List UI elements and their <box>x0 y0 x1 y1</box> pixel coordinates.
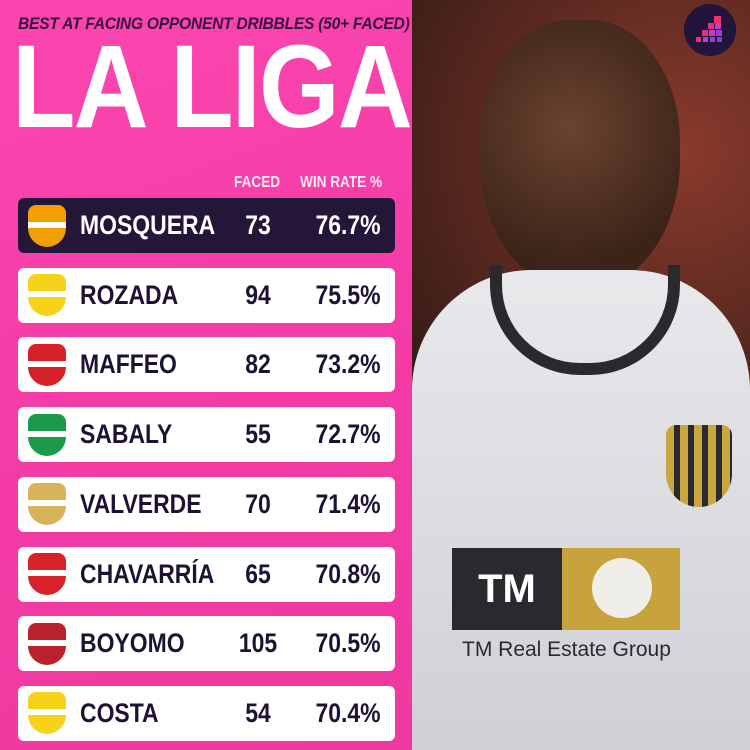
win-rate-value: 73.2% <box>315 349 381 380</box>
win-rate-value: 72.7% <box>315 419 381 450</box>
table-row: MAFFEO 82 73.2% <box>18 337 395 393</box>
column-header-win-rate: WIN RATE % <box>300 174 383 191</box>
player-name: CHAVARRÍA <box>80 558 215 589</box>
player-name: COSTA <box>80 697 159 728</box>
table-row: COSTA 54 70.4% <box>18 685 395 741</box>
win-rate-value: 70.4% <box>315 697 381 728</box>
table-row: CHAVARRÍA 65 70.8% <box>18 546 395 602</box>
table-row: VALVERDE 70 71.4% <box>18 476 395 532</box>
table-row: BOYOMO 105 70.5% <box>18 616 395 672</box>
win-rate-value: 70.8% <box>315 558 381 589</box>
win-rate-value: 76.7% <box>315 210 381 240</box>
table-row: ROZADA 94 75.5% <box>18 267 395 323</box>
sponsor-logo: TM <box>452 548 680 630</box>
mallorca-crest-icon <box>28 343 66 386</box>
player-name: BOYOMO <box>80 628 185 659</box>
las-palmas-crest-icon <box>28 274 66 317</box>
faced-value: 94 <box>245 279 271 310</box>
rayo-vallecano-crest-icon <box>28 553 66 595</box>
table-row: MOSQUERA 73 76.7% <box>18 198 395 253</box>
faced-value: 54 <box>245 697 271 728</box>
villarreal-crest-icon <box>28 692 66 735</box>
real-betis-crest-icon <box>28 413 66 456</box>
player-name: VALVERDE <box>80 488 202 519</box>
subtitle: BEST AT FACING OPPONENT DRIBBLES (50+ FA… <box>18 14 410 33</box>
osasuna-crest-icon <box>28 622 66 665</box>
player-head <box>480 20 680 290</box>
page-title: LA LIGA <box>12 21 413 153</box>
faced-value: 55 <box>245 419 271 450</box>
valencia-badge-on-shirt <box>666 425 732 507</box>
real-madrid-crest-icon <box>28 483 66 526</box>
faced-value: 105 <box>238 628 278 659</box>
faced-value: 82 <box>245 349 271 380</box>
player-name: SABALY <box>80 419 173 450</box>
player-name: MOSQUERA <box>80 210 216 240</box>
brand-logo-icon <box>684 4 736 56</box>
player-name: MAFFEO <box>80 349 177 380</box>
win-rate-value: 71.4% <box>315 488 381 519</box>
sponsor-text: TM Real Estate Group <box>462 638 671 661</box>
player-shirt <box>412 270 750 750</box>
valencia-crest-icon <box>28 204 66 247</box>
faced-value: 70 <box>245 488 271 519</box>
win-rate-value: 70.5% <box>315 628 381 659</box>
player-name: ROZADA <box>80 279 179 310</box>
faced-value: 73 <box>245 210 271 240</box>
faced-value: 65 <box>245 558 271 589</box>
table-row: SABALY 55 72.7% <box>18 407 395 463</box>
column-header-faced: FACED <box>234 174 281 191</box>
win-rate-value: 75.5% <box>315 279 381 310</box>
